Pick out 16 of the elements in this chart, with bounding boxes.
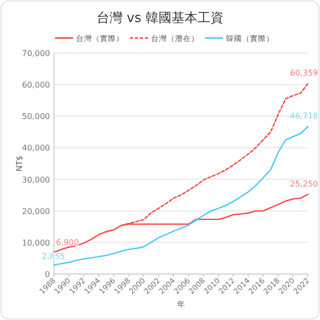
data-label: 2,855 (42, 252, 65, 261)
y-tick-label: 60,000 (22, 80, 50, 90)
x-axis-title: 年 (177, 300, 185, 309)
y-axis-title: NT$ (15, 156, 24, 172)
y-tick-label: 20,000 (22, 206, 50, 216)
data-label: 46,718 (290, 112, 318, 121)
y-tick-label: 70,000 (22, 49, 50, 58)
y-tick-label: 50,000 (22, 112, 50, 122)
y-tick-label: 0 (44, 270, 50, 279)
data-label: 6,900 (56, 238, 79, 248)
y-tick-label: 30,000 (22, 175, 50, 184)
data-label: 60,359 (290, 68, 318, 78)
chart-title: 台灣 vs 韓國基本工資 (96, 11, 224, 26)
data-label: 25,250 (290, 179, 318, 188)
y-tick-label: 10,000 (22, 238, 50, 248)
y-tick-label: 40,000 (22, 144, 50, 153)
